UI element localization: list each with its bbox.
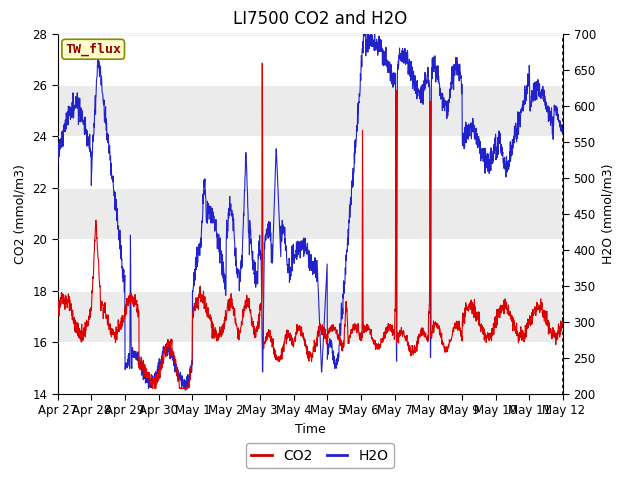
Y-axis label: H2O (mmol/m3): H2O (mmol/m3) bbox=[602, 163, 614, 264]
Y-axis label: CO2 (mmol/m3): CO2 (mmol/m3) bbox=[13, 164, 27, 264]
Bar bbox=[58, 291, 563, 342]
X-axis label: Time: Time bbox=[295, 422, 326, 435]
Text: TW_flux: TW_flux bbox=[65, 43, 121, 56]
Bar bbox=[58, 85, 563, 136]
Text: LI7500 CO2 and H2O: LI7500 CO2 and H2O bbox=[233, 10, 407, 28]
Bar bbox=[58, 188, 563, 240]
Legend: CO2, H2O: CO2, H2O bbox=[246, 443, 394, 468]
